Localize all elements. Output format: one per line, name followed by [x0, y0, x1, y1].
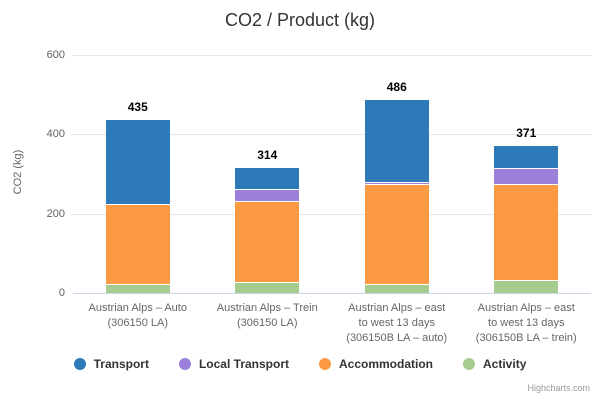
- bar-segment[interactable]: [364, 185, 429, 286]
- stack-total-label: 435: [127, 100, 148, 115]
- legend: Transport Local Transport Accommodation Act…: [0, 357, 600, 371]
- legend-label: Accommodation: [339, 357, 434, 371]
- x-category-label: Austrian Alps – east to west 13 days (3061…: [332, 301, 462, 346]
- legend-marker-icon: [319, 358, 331, 370]
- gridline: [73, 55, 591, 56]
- x-axis-line: [73, 293, 591, 294]
- x-category-label-line: (306150 LA): [236, 317, 298, 329]
- x-category-label-line: Austrian Alps – east: [348, 302, 446, 314]
- gridline: [73, 213, 591, 215]
- bar-segment[interactable]: [364, 183, 429, 186]
- x-category-label-line: (306150B LA – auto): [346, 332, 448, 344]
- bar-segment[interactable]: [235, 189, 300, 203]
- x-category-label: Austrian Alps – Auto (306150 LA): [73, 301, 203, 331]
- legend-item[interactable]: Local Transport: [178, 357, 289, 371]
- legend-label: Transport: [93, 357, 149, 371]
- x-category-label-line: Austrian Alps – Trein: [216, 302, 318, 314]
- legend-item[interactable]: Transport: [73, 357, 149, 371]
- legend-marker-icon: [463, 358, 476, 370]
- x-category-label-line: to west 13 days: [358, 317, 435, 329]
- stack-total-label: 371: [516, 125, 537, 140]
- legend-marker-icon: [178, 358, 191, 370]
- y-tick-label: 0: [58, 287, 65, 299]
- y-tick-label: 400: [46, 128, 65, 141]
- x-category-label-line: (306150 LA): [107, 317, 169, 329]
- x-category-label-line: Austrian Alps – east: [477, 302, 575, 314]
- credits-link[interactable]: Highcharts.com: [527, 383, 590, 393]
- legend-label: Activity: [483, 357, 527, 371]
- bar-segment[interactable]: [105, 120, 170, 205]
- bar-segment[interactable]: [494, 168, 559, 186]
- bar-segment[interactable]: [494, 185, 559, 282]
- stack-total-label: 314: [257, 148, 278, 163]
- legend-item[interactable]: Activity: [463, 357, 526, 371]
- x-category-label: Austrian Alps – east to west 13 days (3061…: [462, 301, 592, 346]
- bar-segment[interactable]: [235, 283, 300, 293]
- gridline: [73, 134, 591, 136]
- chart-title: CO2 / Product (kg): [224, 10, 376, 30]
- bar-segment[interactable]: [105, 285, 170, 293]
- bar-segment[interactable]: [364, 100, 429, 184]
- bar-segment[interactable]: [235, 202, 300, 284]
- bar-segment[interactable]: [494, 145, 559, 169]
- stack-total-label: 486: [386, 80, 407, 95]
- legend-label: Local Transport: [198, 357, 289, 371]
- bar-segment[interactable]: [494, 281, 559, 293]
- y-axis-title: CO2 (kg): [12, 149, 24, 195]
- legend-item[interactable]: Accommodation: [319, 357, 433, 371]
- x-category-label-line: to west 13 days: [488, 317, 565, 329]
- legend-marker-icon: [73, 358, 86, 370]
- bar-segment[interactable]: [105, 204, 170, 286]
- y-tick-label: 200: [46, 207, 65, 220]
- bar-segment[interactable]: [364, 285, 429, 293]
- x-category-label-line: (306150B LA – trein): [475, 332, 577, 344]
- y-tick-label: 600: [46, 49, 65, 61]
- x-category-label-line: Austrian Alps – Auto: [88, 302, 187, 314]
- x-category-label: Austrian Alps – Trein (306150 LA): [203, 301, 333, 331]
- bar-segment[interactable]: [235, 168, 300, 190]
